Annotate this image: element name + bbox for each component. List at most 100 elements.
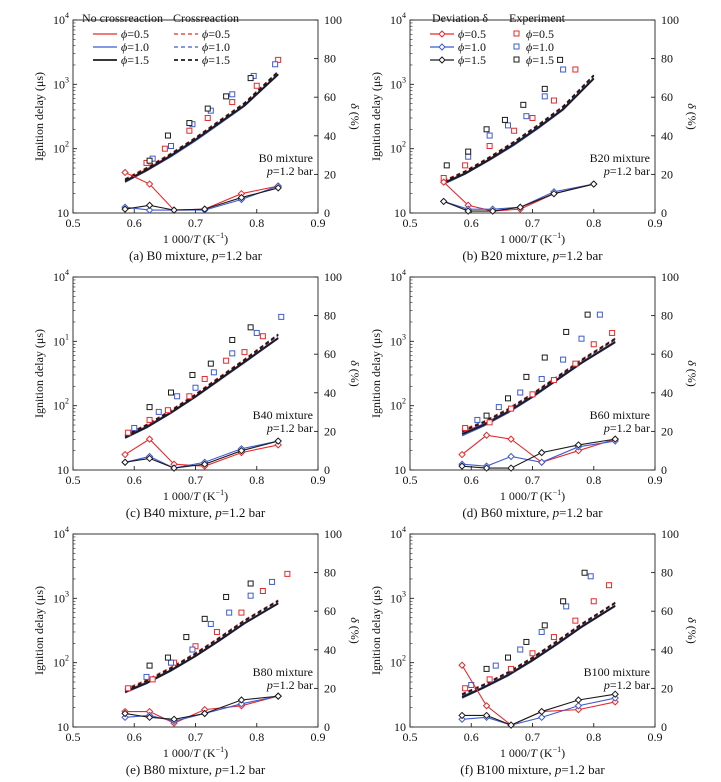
experiment-point-phi-0.5 [161,145,168,152]
tick-exponent: 4 [65,525,69,534]
experiment-point-phi-1.0 [168,659,174,666]
phi-value: 0.5 [215,27,230,41]
xlabel-post: (K [537,489,553,503]
x-tick-label: 0.7 [525,473,540,487]
caption-pressure: =1.2 bar [219,248,263,263]
panel-e: 0.5 0.6 0.7 0.8 0.910102103104020406080100Ig… [32,525,362,777]
deviation-point-phi-1.5 [121,205,129,213]
legend-label-exp-0.5: ϕ=0.5 [526,27,554,41]
caption-pressure: =1.2 bar [559,505,603,520]
deviation-point-phi-1.0 [237,700,246,708]
experiment-point-phi-0.5 [223,357,230,364]
y-right-label: δ (%) [348,617,362,644]
legend-label-no-0.5: ϕ=0.5 [121,27,149,41]
x-tick-label: 0.9 [648,216,663,230]
y-right-tick-label: 40 [661,386,673,400]
legend-model: No crossreaction Crossreaction ϕ=0.5 ϕ=1… [82,11,239,67]
x-axis-label: 1 000/T (K−1) [163,745,228,760]
y-right-tick-label: 0 [661,720,667,734]
experiment-point-phi-0.5 [508,665,515,672]
mixture-annotation: B60 mixture [590,408,650,422]
caption-p: p [552,248,560,263]
delta-unit: (%) [685,109,699,130]
tick-base: 10 [390,334,402,348]
annotation-p: p [266,678,273,692]
x-tick-label: 0.6 [127,473,142,487]
y-right-tick-label: 20 [661,424,673,438]
experiment-point-phi-1.5 [247,324,254,331]
deviation-point-phi-1.0 [537,713,546,722]
xlabel-T: T [193,232,201,246]
xlabel-T: T [530,232,538,246]
experiment-point-phi-1.0 [278,313,285,320]
y-right-tick-label: 40 [324,129,336,143]
x-tick-label: 0.7 [188,730,203,744]
eq-sign: = [127,27,134,41]
y-left-tick-label: 103 [390,332,406,348]
x-tick-label: 0.8 [249,730,264,744]
legend-label-no-1.0: ϕ=1.0 [121,40,149,54]
caption-pressure: =1.2 bar [561,762,605,777]
deviation-line-phi-1.0 [462,697,616,726]
legend-title-deviation-text: Deviation δ [432,11,488,25]
caption-p: p [552,505,560,520]
annotation-pressure: =1.2 bar [273,678,313,692]
phi-symbol: ϕ [526,40,532,54]
deviation-point-phi-1.5 [170,715,178,723]
phi-value: 1.0 [215,40,230,54]
xlabel-close: ) [561,489,565,503]
experiment-point-phi-1.5 [247,75,254,82]
experiment-point-phi-0.5 [204,114,211,121]
legend-square-1.0 [513,43,520,50]
y-left-tick-label: 104 [390,11,406,27]
y-right-label: δ (%) [348,360,362,387]
deviation-point-phi-1.5 [274,437,282,445]
x-tick-label: 0.6 [464,473,479,487]
y-right-tick-label: 100 [661,13,679,27]
tick-base: 10 [53,399,65,413]
model-no-cross-phi-1.5 [461,605,616,699]
deviation-point-phi-0.5 [482,702,491,710]
experiment-point-phi-0.5 [572,617,579,624]
y-right-tick-label: 80 [324,52,336,66]
deviation-point-phi-1.0 [574,702,583,710]
deviation-point-phi-1.5 [550,189,558,198]
eq-sign: = [127,53,134,67]
y-right-tick-label: 40 [324,386,336,400]
legend-label-dev-1.0: ϕ=1.0 [458,40,486,54]
experiment-point-phi-0.5 [511,127,518,134]
model-cross-phi-0.5 [461,601,616,695]
y-right-label: δ (%) [348,103,362,130]
phi-value: 1.5 [539,53,554,67]
y-right-tick-label: 100 [324,13,342,27]
plot-frame [72,533,319,728]
x-tick-label: 0.5 [66,473,81,487]
phi-symbol: ϕ [202,40,208,54]
caption-pressure: =1.2 bar [559,248,603,263]
deviation-point-phi-1.5 [482,711,491,720]
experiment-point-phi-1.5 [523,373,530,380]
y-left-tick-label: 104 [390,525,406,541]
experiment-point-phi-1.5 [541,85,548,92]
tick-exponent: 2 [402,140,406,149]
y-left-tick-label: 10 [57,720,69,734]
caption-text: (b) B20 mixture, [462,248,552,263]
deviation-point-phi-1.5 [458,711,466,720]
y-right-tick-label: 100 [324,270,342,284]
tick-base: 10 [394,463,406,477]
tick-exponent: 2 [65,140,69,149]
caption-text: (e) B80 mixture, [126,762,216,777]
experiment-point-phi-1.0 [155,408,162,415]
y-left-tick-label: 102 [390,397,406,413]
tick-exponent: 3 [402,589,406,598]
experiment-point-phi-1.5 [465,148,472,155]
experiment-point-phi-1.0 [560,356,567,363]
legend-label-exp-1.0: ϕ=1.0 [526,40,554,54]
y-right-tick-label: 20 [324,424,336,438]
experiment-point-phi-0.5 [606,582,613,589]
experiment-point-phi-1.0 [247,592,254,599]
y-left-tick-label: 104 [53,525,69,541]
experiment-point-phi-0.5 [508,405,515,412]
x-tick-label: 0.5 [66,216,81,230]
delta-unit: (%) [685,366,699,387]
